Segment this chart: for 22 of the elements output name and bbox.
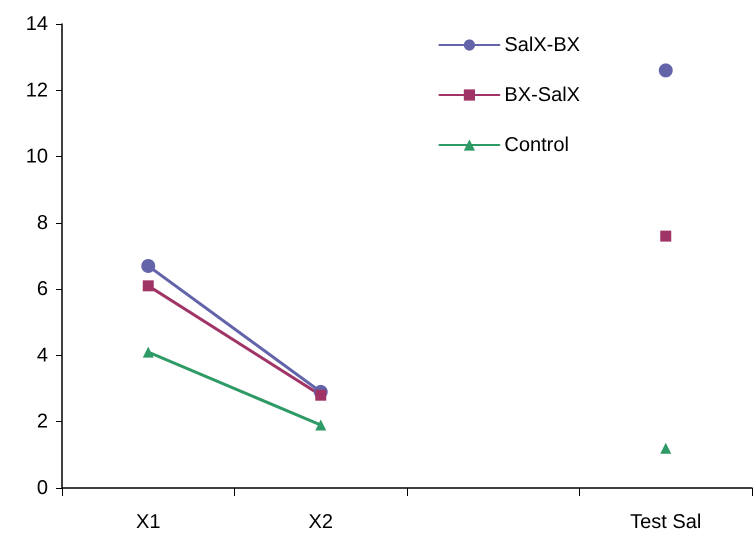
x-tick-label: Test Sal — [630, 511, 702, 533]
point — [315, 390, 326, 401]
point — [660, 230, 672, 242]
point — [142, 346, 154, 358]
legend-label: Control — [504, 134, 569, 156]
point — [660, 442, 672, 454]
y-tick-label: 8 — [36, 212, 48, 234]
y-tick-label: 14 — [26, 13, 48, 35]
point — [315, 420, 326, 431]
x-tick-label: X2 — [308, 511, 333, 533]
point — [658, 63, 673, 78]
point — [141, 258, 156, 273]
legend-label: SalX-BX — [504, 34, 580, 56]
y-tick-label: 0 — [36, 477, 48, 499]
y-tick-label: 12 — [26, 79, 48, 102]
y-tick-label: 6 — [36, 278, 48, 300]
y-tick-label: 4 — [36, 344, 48, 366]
point — [142, 280, 154, 292]
y-tick-label: 10 — [26, 146, 48, 168]
x-tick-label: X1 — [136, 511, 160, 533]
legend-label: BX-SalX — [504, 84, 580, 106]
y-tick-label: 2 — [36, 410, 48, 433]
